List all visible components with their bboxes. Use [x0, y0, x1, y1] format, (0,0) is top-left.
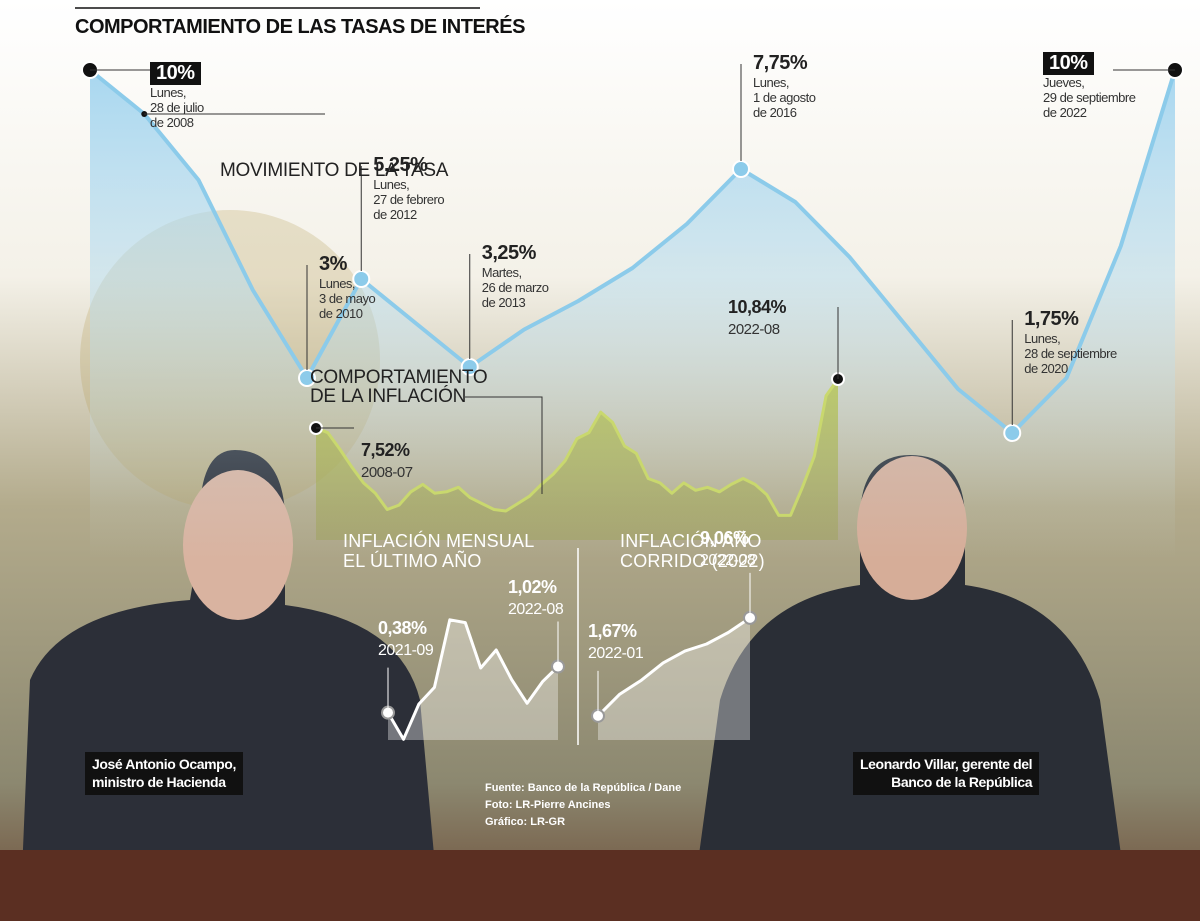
data-line	[596, 616, 751, 717]
date-label: Lunes, 3 de mayo de 2010	[319, 276, 376, 321]
credit: Gráfico: LR-GR	[485, 816, 566, 828]
value-label: 10%	[150, 62, 201, 85]
data-point	[732, 160, 750, 178]
date-label: Lunes, 1 de agosto de 2016	[753, 75, 816, 120]
date-label: 2022-08	[508, 600, 564, 618]
area-fill	[388, 619, 558, 740]
value-label: 1,02%	[508, 576, 557, 597]
value-label: 3%	[319, 253, 347, 275]
area-fill	[90, 70, 1175, 560]
leader-line	[465, 396, 543, 494]
series-label: COMPORTAMIENTO DE LA INFLACIÓN	[310, 367, 488, 407]
chart-title: COMPORTAMIENTO DE LAS TASAS DE INTERÉS	[75, 16, 525, 38]
person-right	[690, 455, 1130, 921]
photo-caption: José Antonio Ocampo, ministro de Haciend…	[85, 752, 243, 795]
value-label: 7,75%	[753, 52, 808, 74]
date-label: Jueves, 29 de septiembre de 2022	[1043, 75, 1136, 120]
date-label: 2008-07	[361, 464, 413, 481]
person-left	[20, 450, 440, 921]
date-label: 2021-09	[378, 641, 434, 659]
date-label: Martes, 26 de marzo de 2013	[481, 265, 549, 310]
date-label: 2022-08	[700, 551, 756, 569]
value-label: 9,06%	[700, 527, 749, 548]
area-fill	[316, 379, 838, 540]
data-line	[88, 68, 1177, 435]
value-label: 1,75%	[1024, 308, 1079, 330]
date-label: Lunes, 27 de febrero de 2012	[373, 177, 445, 222]
date-label: 2022-08	[728, 321, 780, 338]
value-label: 10,84%	[728, 297, 787, 317]
value-label: 7,52%	[361, 440, 410, 460]
credit: Fuente: Banco de la República / Dane	[485, 782, 682, 794]
chart-title: INFLACIÓN MENSUAL EL ÚLTIMO AÑO	[343, 531, 535, 571]
photo-caption: Leonardo Villar, gerente del Banco de la…	[853, 752, 1040, 795]
date-label: 2022-01	[588, 644, 644, 662]
value-label: 1,67%	[588, 620, 637, 641]
date-label: Lunes, 28 de julio de 2008	[150, 85, 204, 130]
area-fill	[598, 617, 750, 740]
date-label: Lunes, 28 de septiembre de 2020	[1024, 331, 1117, 376]
series-label: MOVIMIENTO DE LA TASA	[220, 160, 449, 181]
data-point	[1003, 424, 1022, 442]
chart-title: INFLACIÓN AÑO CORRIDO (2022)	[620, 531, 765, 571]
value-label: 10%	[1043, 52, 1094, 75]
value-label: 0,38%	[378, 617, 427, 638]
data-line	[386, 618, 560, 741]
value-label: 5,25%	[373, 154, 428, 176]
table	[0, 850, 1200, 921]
data-line	[315, 378, 840, 517]
credit: Foto: LR-Pierre Ancines	[485, 799, 611, 811]
value-label: 3,25%	[481, 242, 537, 264]
